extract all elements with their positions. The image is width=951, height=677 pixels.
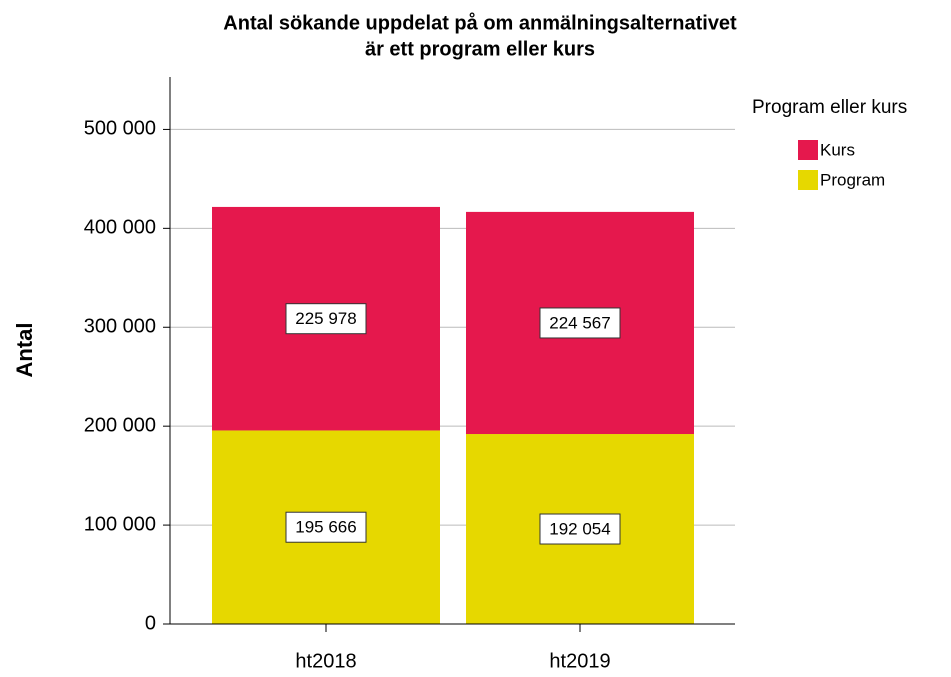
legend-swatch [798, 170, 818, 190]
y-axis-label: Antal [12, 323, 37, 378]
value-label: 192 054 [549, 519, 610, 538]
value-label: 225 978 [295, 309, 356, 328]
x-tick-label: ht2019 [549, 650, 610, 672]
chart-title: Antal sökande uppdelat på om anmälningsa… [223, 11, 737, 34]
value-label-box [285, 511, 367, 543]
legend-title: Program eller kurs [752, 97, 907, 118]
value-label: 195 666 [295, 518, 356, 537]
y-tick-label: 200 000 [84, 414, 156, 436]
value-label-box [285, 303, 367, 335]
y-tick-label: 400 000 [84, 217, 156, 239]
legend-label: Kurs [820, 140, 855, 159]
x-tick-label: ht2018 [295, 650, 356, 672]
legend-swatch [798, 140, 818, 160]
legend-label: Program [820, 170, 885, 189]
value-label-box [539, 307, 621, 339]
y-tick-label: 300 000 [84, 316, 156, 338]
value-label: 224 567 [549, 313, 610, 332]
y-tick-label: 0 [145, 612, 156, 634]
value-label-box [539, 513, 621, 545]
chart-title: är ett program eller kurs [365, 38, 595, 60]
y-tick-label: 100 000 [84, 513, 156, 535]
y-tick-label: 500 000 [84, 118, 156, 140]
